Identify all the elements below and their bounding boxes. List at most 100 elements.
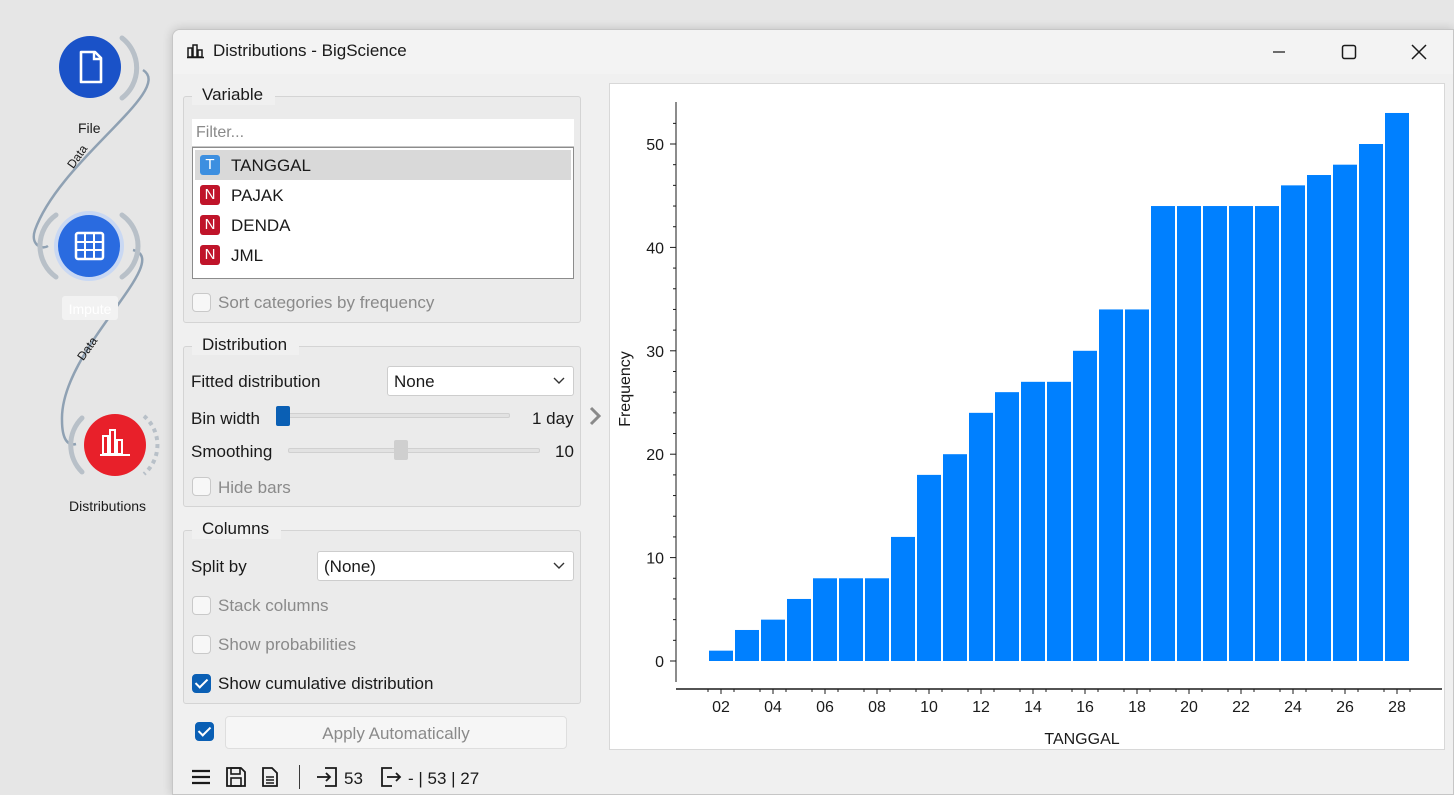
minimize-icon <box>1273 51 1285 53</box>
output-summary: - | 53 | 27 <box>408 769 480 788</box>
maximize-icon <box>1341 44 1357 60</box>
y-tick-label: 40 <box>646 240 664 257</box>
bin-width-value: 1 day <box>532 409 574 428</box>
file-icon <box>79 50 103 84</box>
y-axis-label: Frequency <box>617 351 634 427</box>
smoothing-slider-handle[interactable] <box>394 440 408 460</box>
y-tick-label: 30 <box>646 344 664 361</box>
histogram-bar <box>1151 206 1175 661</box>
title-bar[interactable]: Distributions - BigScience <box>173 30 1453 74</box>
file-node-label: File <box>78 120 101 136</box>
histogram-icon <box>187 44 204 59</box>
distributions-node-label: Distributions <box>69 498 147 514</box>
histogram-bar <box>1203 206 1227 661</box>
histogram-bar <box>735 629 759 661</box>
show-cumulative-checkbox[interactable] <box>192 674 211 693</box>
histogram-bar <box>839 578 863 661</box>
histogram-bar <box>1229 206 1253 661</box>
bin-width-label: Bin width <box>191 409 260 428</box>
x-tick-label: 10 <box>920 699 938 716</box>
histogram-bar <box>917 474 941 661</box>
x-tick-label: 18 <box>1128 699 1146 716</box>
x-tick-label: 24 <box>1284 699 1302 716</box>
fitted-distribution-select[interactable]: None <box>387 366 574 396</box>
variable-item-tanggal[interactable]: T TANGGAL <box>195 150 571 180</box>
variable-type-badge: T <box>200 155 220 175</box>
apply-automatically-checkbox[interactable] <box>195 722 214 741</box>
stack-columns-checkbox[interactable] <box>192 596 211 615</box>
chevron-down-icon <box>553 377 565 384</box>
histogram-chart: 0 10 20 30 40 50 02 04 06 08 10 12 14 16 18 20 22 24 26 28 T… <box>617 102 1442 748</box>
status-separator <box>299 765 300 789</box>
report-icon[interactable] <box>260 766 280 788</box>
histogram-bar <box>761 619 785 661</box>
columns-group-title: Columns <box>192 519 282 539</box>
menu-icon[interactable] <box>191 766 211 788</box>
histogram-bar <box>1047 381 1071 661</box>
histogram-bar <box>1073 350 1097 661</box>
variable-name: DENDA <box>231 216 291 235</box>
smoothing-value: 10 <box>555 442 574 461</box>
impute-node[interactable] <box>37 211 141 281</box>
distribution-group-title: Distribution <box>192 335 300 355</box>
y-tick-label: 20 <box>646 447 664 464</box>
x-tick-label: 14 <box>1024 699 1042 716</box>
variable-item-denda[interactable]: N DENDA <box>195 210 571 240</box>
show-probabilities-label: Show probabilities <box>218 635 356 654</box>
split-by-select[interactable]: (None) <box>317 551 574 581</box>
split-by-label: Split by <box>191 557 247 576</box>
sort-by-frequency-checkbox[interactable] <box>192 293 211 312</box>
hide-bars-checkbox[interactable] <box>192 477 211 496</box>
fitted-distribution-value: None <box>394 372 435 391</box>
x-tick-label: 20 <box>1180 699 1198 716</box>
distributions-node[interactable] <box>68 414 160 476</box>
x-tick-label: 28 <box>1388 699 1406 716</box>
sort-by-frequency-label: Sort categories by frequency <box>218 293 435 312</box>
x-tick-label: 04 <box>764 699 782 716</box>
close-button[interactable] <box>1384 30 1453 74</box>
y-tick-label: 50 <box>646 137 664 154</box>
link-impute-distributions[interactable] <box>60 248 144 446</box>
distributions-window: Distributions - BigScience Variable T TA… <box>172 29 1454 795</box>
histogram-bar <box>865 578 889 661</box>
histogram-bar <box>1307 175 1331 661</box>
file-node[interactable] <box>59 35 140 101</box>
variable-name: TANGGAL <box>231 156 311 175</box>
apply-button[interactable]: Apply Automatically <box>225 716 567 749</box>
smoothing-slider[interactable] <box>288 448 540 453</box>
y-tick-label: 0 <box>655 654 664 671</box>
histogram-bar <box>787 598 811 661</box>
columns-group: Columns Split by (None) Stack columns Sh… <box>183 519 581 704</box>
variable-type-badge: N <box>200 185 220 205</box>
x-tick-label: 22 <box>1232 699 1250 716</box>
variable-item-pajak[interactable]: N PAJAK <box>195 180 571 210</box>
bin-width-slider[interactable] <box>278 413 510 418</box>
variable-filter-input[interactable] <box>192 119 574 147</box>
variable-type-badge: N <box>200 215 220 235</box>
show-probabilities-checkbox[interactable] <box>192 635 211 654</box>
variable-list[interactable]: T TANGGAL N PAJAK N DENDA N JML <box>192 147 574 279</box>
bin-width-slider-handle[interactable] <box>276 406 290 426</box>
x-tick-label: 26 <box>1336 699 1354 716</box>
save-icon[interactable] <box>225 766 247 788</box>
impute-node-label[interactable]: Impute <box>62 296 118 320</box>
x-tick-label: 02 <box>712 699 730 716</box>
histogram-icon <box>100 429 130 456</box>
variable-name: PAJAK <box>231 186 284 205</box>
x-axis-label: TANGGAL <box>1044 731 1119 748</box>
y-tick-label: 10 <box>646 551 664 568</box>
x-tick-label: 08 <box>868 699 886 716</box>
variable-item-jml[interactable]: N JML <box>195 240 571 270</box>
histogram-bar <box>813 578 837 661</box>
distribution-plot[interactable]: 0 10 20 30 40 50 02 04 06 08 10 12 14 16 18 20 22 24 26 28 T… <box>609 83 1445 750</box>
smoothing-label: Smoothing <box>191 442 273 461</box>
minimize-button[interactable] <box>1244 30 1314 74</box>
workflow-canvas[interactable]: File Data Impute Data Distributions <box>0 0 172 795</box>
histogram-bar <box>1177 206 1201 661</box>
chevron-right-icon[interactable] <box>585 404 605 428</box>
workflow-links <box>32 35 160 476</box>
variable-type-badge: N <box>200 245 220 265</box>
hide-bars-label: Hide bars <box>218 478 291 497</box>
variable-name: JML <box>231 246 264 265</box>
maximize-button[interactable] <box>1314 30 1384 74</box>
